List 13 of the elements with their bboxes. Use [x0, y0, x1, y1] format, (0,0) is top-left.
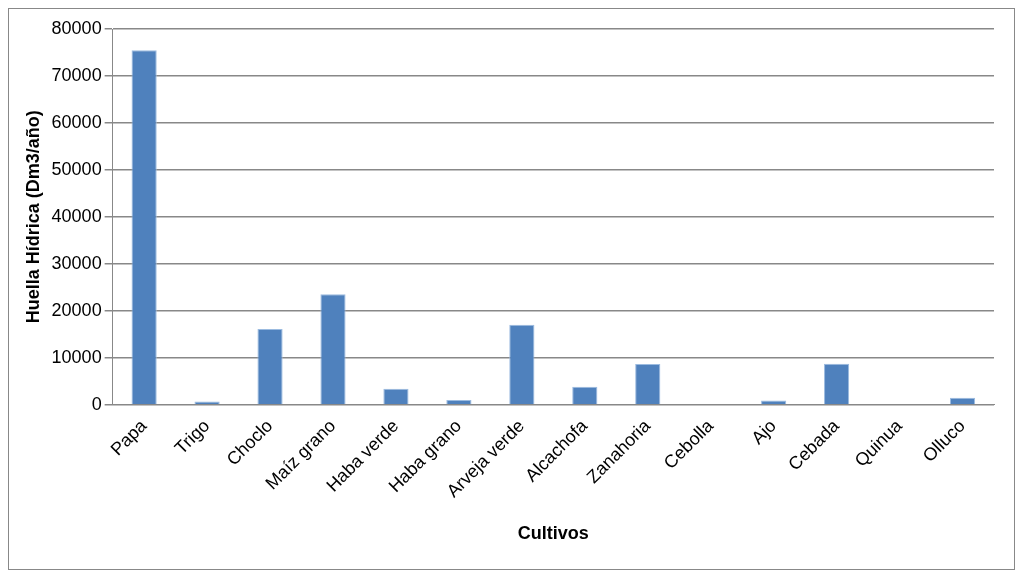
y-tick-label: 80000: [51, 17, 102, 38]
y-tick-label: 30000: [51, 252, 102, 273]
y-tick-label: 40000: [51, 205, 102, 226]
y-tick-label: 0: [91, 393, 102, 414]
y-tick-label: 70000: [51, 64, 102, 85]
y-tick-label: 50000: [51, 158, 102, 179]
y-tick-label: 60000: [51, 111, 102, 132]
x-tick-label: Trigo: [170, 415, 214, 459]
y-axis-title: Huella Hídrica (Dm3/año): [22, 110, 43, 324]
y-tick-label: 10000: [51, 346, 102, 367]
x-tick-label: Ajo: [747, 415, 781, 449]
y-tick-label: 20000: [51, 299, 102, 320]
x-axis-title: Cultivos: [517, 523, 589, 544]
